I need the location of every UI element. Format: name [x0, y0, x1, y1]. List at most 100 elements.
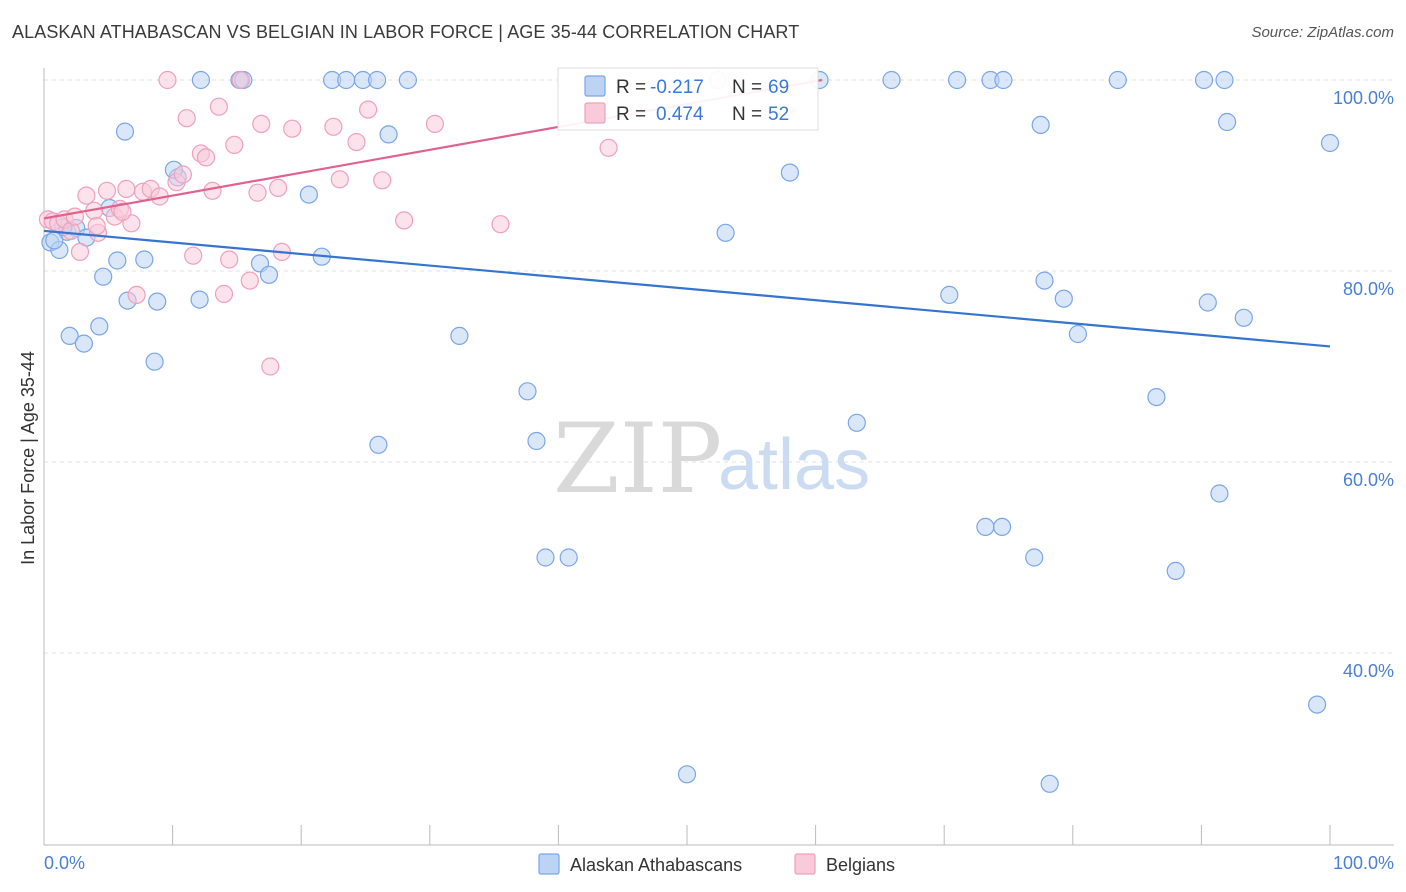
- point-athabascan: [1147, 388, 1166, 407]
- point-athabascan: [536, 548, 555, 567]
- x-tick-label-left: 0.0%: [44, 853, 85, 873]
- point-belgian: [269, 178, 288, 197]
- stats-swatch-athabascan: [584, 75, 606, 97]
- point-athabascan: [1217, 112, 1237, 132]
- y-tick-label: 60.0%: [1343, 470, 1394, 490]
- point-belgian: [231, 70, 250, 90]
- point-athabascan: [1035, 271, 1054, 290]
- point-athabascan: [947, 70, 967, 90]
- point-athabascan: [847, 413, 866, 432]
- point-belgian: [252, 114, 271, 134]
- point-athabascan: [379, 125, 398, 144]
- stats-r-label-athabascan: R =: [616, 77, 646, 98]
- point-athabascan: [1108, 70, 1127, 90]
- stats-r-value-athabascan: -0.217: [650, 77, 704, 98]
- point-athabascan: [940, 285, 959, 304]
- point-athabascan: [992, 517, 1012, 537]
- point-belgian: [347, 133, 366, 152]
- point-athabascan: [1194, 70, 1214, 90]
- point-belgian: [425, 114, 444, 134]
- point-belgian: [158, 70, 177, 90]
- point-belgian: [203, 181, 222, 200]
- point-belgian: [209, 97, 228, 116]
- stats-n-label-belgian: N =: [732, 104, 762, 125]
- y-tick-label: 40.0%: [1343, 661, 1394, 681]
- point-athabascan: [1025, 548, 1044, 567]
- point-athabascan: [369, 435, 388, 454]
- point-athabascan: [450, 326, 469, 345]
- point-belgian: [261, 357, 280, 376]
- point-belgian: [214, 284, 234, 303]
- point-athabascan: [882, 70, 901, 90]
- point-belgian: [113, 202, 132, 221]
- point-belgian: [65, 207, 85, 226]
- point-athabascan: [716, 223, 735, 242]
- point-athabascan: [191, 70, 210, 90]
- y-axis-title: In Labor Force | Age 35-44: [18, 351, 38, 565]
- point-athabascan: [337, 70, 356, 90]
- point-athabascan: [994, 70, 1013, 90]
- point-belgian: [127, 285, 146, 304]
- point-athabascan: [1198, 293, 1217, 312]
- point-athabascan: [1215, 70, 1234, 90]
- point-athabascan: [368, 70, 387, 90]
- grid-layer: [44, 79, 1394, 654]
- point-athabascan: [94, 267, 113, 286]
- point-athabascan: [1234, 308, 1253, 327]
- point-athabascan: [780, 163, 800, 182]
- stats-n-value-athabascan: 69: [768, 77, 789, 98]
- point-athabascan: [1068, 324, 1088, 344]
- point-athabascan: [90, 317, 109, 336]
- point-athabascan: [60, 326, 79, 345]
- point-belgian: [225, 135, 244, 154]
- point-belgian: [330, 170, 349, 189]
- watermark-atlas: atlas: [718, 425, 870, 505]
- point-belgian: [599, 138, 618, 157]
- point-athabascan: [1320, 133, 1340, 153]
- stats-n-label-athabascan: N =: [732, 77, 762, 98]
- point-belgian: [177, 109, 196, 128]
- axis-layer: 100.0% 80.0% 60.0% 40.0%: [43, 68, 1394, 846]
- point-athabascan: [1166, 561, 1185, 581]
- watermark-zip: ZIP: [553, 403, 722, 515]
- point-belgian: [87, 217, 106, 236]
- legend-swatch-athabascan: [538, 853, 560, 875]
- point-athabascan: [259, 265, 279, 284]
- point-athabascan: [299, 185, 318, 204]
- point-belgian: [97, 181, 117, 200]
- point-belgian: [283, 119, 302, 138]
- point-athabascan: [74, 334, 94, 353]
- legend-label-belgian: Belgians: [826, 855, 895, 875]
- stats-swatch-belgian: [584, 102, 606, 124]
- point-athabascan: [527, 431, 546, 451]
- point-athabascan: [148, 292, 167, 311]
- point-belgian: [196, 148, 216, 167]
- point-athabascan: [559, 548, 578, 567]
- stats-n-value-belgian: 52: [768, 104, 789, 125]
- point-belgian: [491, 215, 510, 234]
- point-athabascan: [677, 765, 697, 784]
- y-tick-label: 100.0%: [1333, 88, 1394, 108]
- trend-line-athabascan: [43, 229, 1331, 348]
- point-athabascan: [1054, 289, 1073, 308]
- point-belgian: [359, 100, 378, 119]
- point-athabascan: [518, 382, 537, 401]
- point-athabascan: [1040, 774, 1059, 793]
- point-belgian: [324, 117, 343, 136]
- point-athabascan: [115, 122, 135, 141]
- chart-title: ALASKAN ATHABASCAN VS BELGIAN IN LABOR F…: [12, 22, 800, 42]
- watermark: ZIP atlas: [553, 403, 870, 515]
- point-belgian: [173, 165, 192, 184]
- point-athabascan: [1307, 695, 1327, 714]
- stats-r-value-belgian: 0.474: [656, 104, 704, 125]
- point-belgian: [184, 246, 203, 265]
- x-tick-label-right: 100.0%: [1333, 853, 1394, 873]
- point-belgian: [117, 179, 136, 198]
- point-athabascan: [45, 231, 64, 250]
- point-belgian: [240, 271, 259, 290]
- point-athabascan: [108, 251, 127, 270]
- stats-box: R = -0.217 N = 69 R = 0.474 N = 52: [557, 67, 819, 131]
- point-belgian: [220, 250, 239, 269]
- point-belgian: [395, 211, 414, 230]
